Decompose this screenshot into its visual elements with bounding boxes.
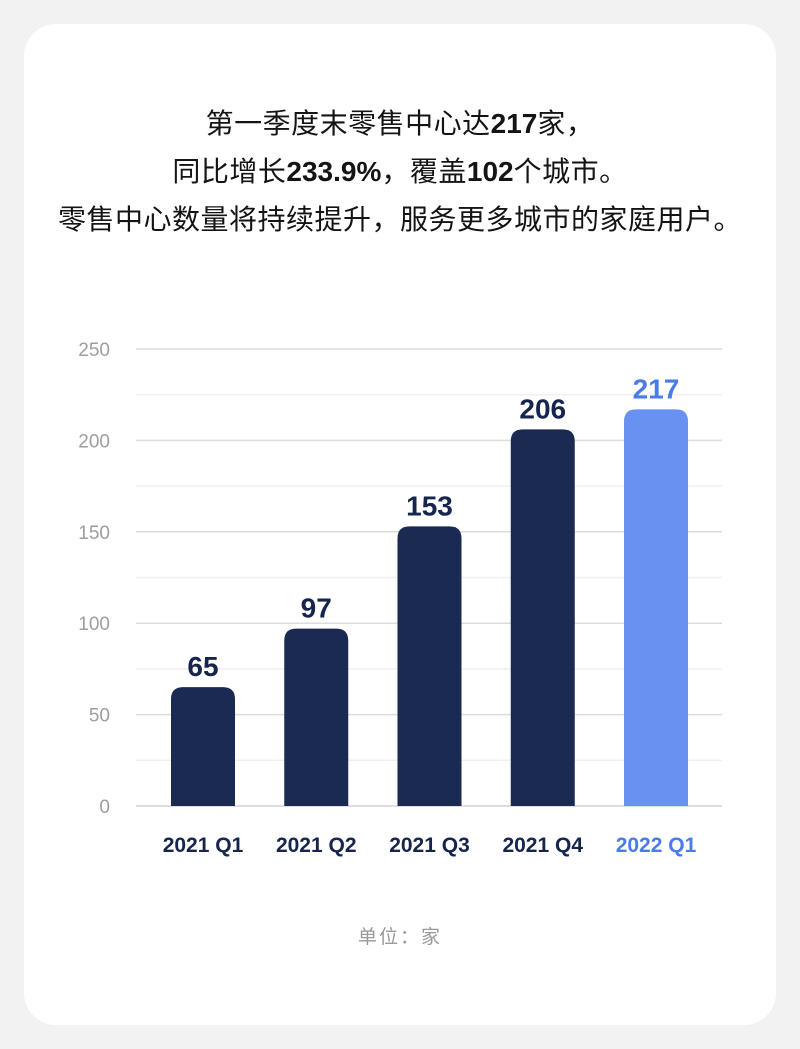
bar-2021-q3 [397, 526, 462, 806]
bar-2022-q1 [624, 409, 688, 806]
headline-stat-cities: 102 [466, 156, 514, 187]
y-tick-label: 250 [78, 340, 110, 361]
headline-l2-mid: ，覆盖 [381, 156, 467, 187]
y-tick-label: 0 [99, 797, 110, 818]
headline-line-2: 同比增长233.9%，覆盖102个城市。 [30, 148, 770, 196]
x-tick-label-2021-q4: 2021 Q4 [502, 834, 583, 857]
y-tick-label: 50 [89, 706, 110, 727]
headline-stat-centers: 217 [490, 108, 538, 139]
value-label-2021-q1: 65 [187, 651, 218, 682]
bar-2021-q2 [284, 628, 349, 806]
y-tick-label: 150 [78, 523, 110, 544]
bar-2021-q1 [171, 687, 235, 806]
headline-l2-text: 同比增长 [172, 156, 287, 187]
headline-l3-text: 零售中心数量将持续提升，服务更多城市的家庭用户。 [57, 204, 742, 235]
headline-l2-suffix: 个城市。 [513, 156, 628, 187]
y-tick-label: 200 [78, 431, 110, 452]
x-tick-label-2021-q3: 2021 Q3 [389, 834, 470, 857]
headline-l1-text: 第一季度末零售中心达 [205, 108, 491, 139]
value-label-2021-q3: 153 [406, 490, 453, 521]
headline-stat-growth: 233.9% [286, 156, 382, 187]
x-tick-label-2021-q1: 2021 Q1 [163, 834, 244, 857]
chart-unit-note: 单位：家 [357, 927, 442, 948]
headline: 第一季度末零售中心达217家， 同比增长233.9%，覆盖102个城市。 零售中… [30, 100, 770, 244]
bar-2021-q4 [510, 429, 575, 806]
headline-line-3: 零售中心数量将持续提升，服务更多城市的家庭用户。 [30, 196, 770, 244]
headline-l1-suffix: 家， [537, 108, 595, 139]
value-label-2021-q2: 97 [301, 593, 332, 624]
headline-line-1: 第一季度末零售中心达217家， [30, 100, 770, 148]
value-label-2022-q1: 217 [633, 373, 680, 404]
x-tick-label-2021-q2: 2021 Q2 [276, 834, 357, 857]
x-tick-label-2022-q1: 2022 Q1 [616, 834, 697, 857]
value-label-2021-q4: 206 [519, 393, 566, 424]
y-tick-label: 100 [78, 614, 110, 635]
